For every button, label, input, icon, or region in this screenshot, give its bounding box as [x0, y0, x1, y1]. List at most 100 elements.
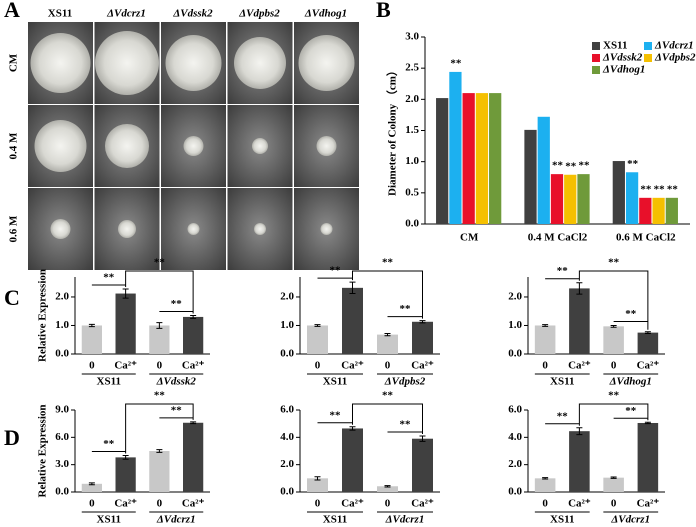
error-bar [542, 477, 549, 480]
x-tick-label: Ca²⁺ [411, 498, 434, 510]
y-tick-label: 2.0 [508, 458, 522, 470]
group-label: XS11 [97, 514, 121, 526]
bar [342, 428, 363, 492]
group-label: XS11 [550, 376, 574, 388]
bar [577, 174, 590, 224]
x-tick-label: 0 [89, 360, 95, 372]
y-tick-label: 0.0 [55, 348, 69, 360]
x-tick-label: 0 [385, 498, 391, 510]
legend-label: ΔVdhog1 [602, 64, 645, 76]
column-label: ΔVdssk2 [172, 8, 213, 20]
group-label: ΔVdcrz1 [610, 514, 650, 526]
error-bar [88, 323, 95, 328]
x-tick-label: 0 [542, 360, 548, 372]
significance: ** [330, 265, 342, 277]
legend-label: ΔVdpbs2 [654, 52, 696, 64]
x-tick-label: Ca²⁺ [341, 498, 364, 510]
significance: ** [400, 418, 412, 430]
bar [569, 431, 590, 492]
x-tick-label: Ca²⁺ [182, 498, 205, 510]
y-tick-label: 6.0 [508, 404, 522, 416]
x-tick-label: 0.4 M CaCl2 [528, 232, 588, 244]
bracket [578, 403, 649, 426]
bar [412, 438, 433, 492]
significance: ** [565, 160, 577, 172]
error-bar [314, 324, 321, 327]
panel-label: D [4, 425, 20, 450]
significance: ** [625, 405, 637, 417]
y-tick-label: 0.0 [280, 348, 294, 360]
bar [307, 325, 328, 354]
bar [342, 287, 363, 354]
error-bar [122, 288, 129, 299]
error-bar [384, 485, 391, 488]
y-tick-label: 0.5 [405, 186, 419, 198]
y-tick-label: 6.0 [55, 431, 69, 443]
y-tick-label: 0.0 [508, 486, 522, 498]
bar [81, 325, 102, 354]
significance: ** [171, 404, 183, 416]
error-bar [610, 324, 617, 328]
significance: ** [552, 160, 564, 172]
bracket [352, 270, 423, 319]
significance: ** [627, 158, 639, 170]
y-tick-label: 1.0 [55, 319, 69, 331]
bar [449, 71, 462, 224]
x-tick-label: 0 [611, 360, 617, 372]
colony [95, 31, 159, 95]
column-label: XS11 [48, 8, 72, 20]
error-bar [156, 449, 163, 453]
x-tick-label: 0 [157, 360, 163, 372]
error-bar [349, 426, 356, 431]
error-bar [419, 320, 426, 324]
significance: ** [625, 308, 637, 320]
bar [489, 93, 502, 224]
colony [254, 223, 266, 235]
significance: ** [640, 183, 652, 195]
y-tick-label: 2.0 [280, 290, 294, 302]
significance: ** [382, 390, 394, 402]
colony [165, 35, 222, 91]
y-tick-label: 3.0 [55, 458, 69, 470]
group-label: ΔVdcrz1 [385, 514, 425, 526]
colony [316, 136, 337, 156]
bar [524, 129, 537, 224]
x-tick-label: 0 [315, 360, 321, 372]
bar [183, 422, 204, 492]
y-tick-label: 4.0 [280, 431, 294, 443]
error-bar [190, 315, 197, 319]
column-label: ΔVdpbs2 [238, 8, 280, 20]
error-bar [88, 482, 95, 486]
y-tick-label: 2.5 [405, 62, 419, 74]
error-bar [419, 435, 426, 442]
colony [105, 124, 149, 168]
legend-swatch [592, 42, 600, 50]
group-label: XS11 [550, 514, 574, 526]
bar [534, 478, 556, 492]
significance: ** [557, 410, 569, 422]
y-tick-label: 2.0 [405, 93, 419, 105]
significance: ** [608, 257, 620, 269]
y-tick-label: 6.0 [280, 404, 294, 416]
bar [637, 422, 659, 492]
column-label: ΔVdhog1 [304, 8, 347, 20]
colony [34, 120, 87, 172]
bar [475, 93, 489, 224]
bar [665, 197, 678, 224]
bar [149, 451, 170, 492]
y-tick-label: 1.5 [405, 124, 419, 136]
legend-label: ΔVdssk2 [602, 52, 643, 64]
colony [234, 37, 286, 89]
bar [637, 332, 659, 354]
photo-grid [28, 22, 359, 270]
bar [115, 293, 136, 354]
significance: ** [154, 257, 166, 269]
x-tick-label: 0 [89, 498, 95, 510]
x-tick-label: Ca²⁺ [637, 498, 660, 510]
significance: ** [450, 57, 462, 69]
error-bar [610, 476, 617, 479]
bar [377, 486, 398, 492]
column-label: ΔVdcrz1 [106, 8, 146, 20]
x-tick-label: Ca²⁺ [341, 360, 364, 372]
